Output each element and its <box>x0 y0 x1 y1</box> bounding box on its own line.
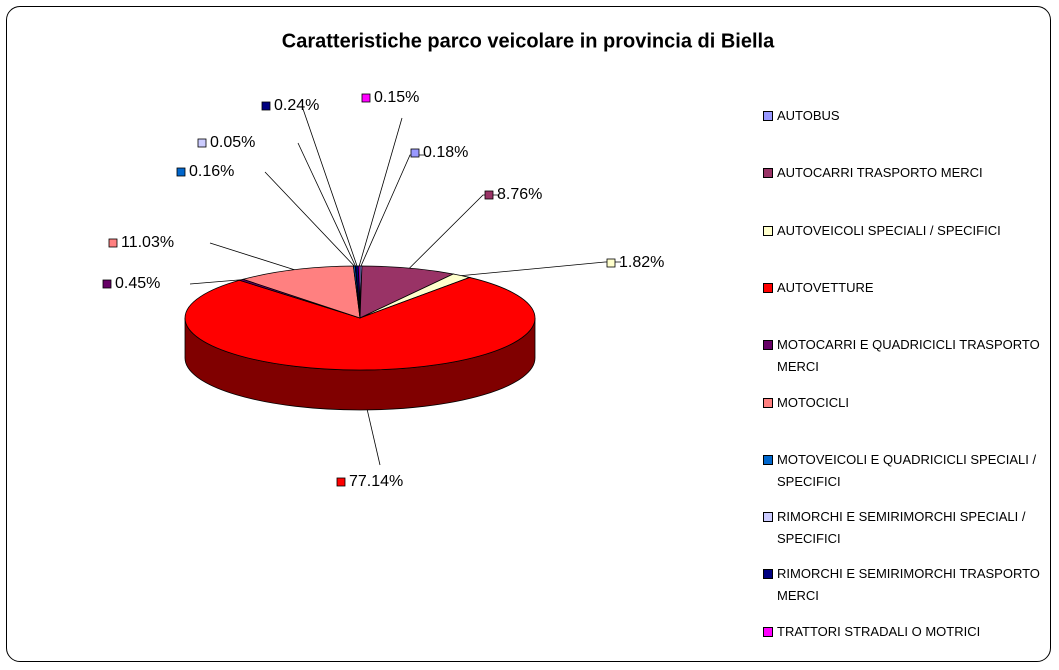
legend-label: MOTOVEICOLI E QUADRICICLI SPECIALI / SPE… <box>777 451 1037 489</box>
data-label: 8.76% <box>497 186 542 203</box>
label-swatch <box>361 93 371 103</box>
leader-line <box>358 117 403 267</box>
legend-item: AUTOVETTURE <box>763 278 1059 299</box>
label-swatch <box>484 190 494 200</box>
legend-item: RIMORCHI E SEMIRIMORCHI SPECIALI / SPECI… <box>763 507 1059 550</box>
label-swatch <box>261 101 271 111</box>
data-label: 77.14% <box>349 473 403 490</box>
chart-title: Caratteristiche parco veicolare in provi… <box>282 30 775 52</box>
legend-swatch <box>763 454 773 465</box>
pie-slice <box>184 277 536 371</box>
legend-label: MOTOCARRI E QUADRICICLI TRASPORTO MERCI <box>777 337 1040 375</box>
data-label: 0.45% <box>115 275 160 292</box>
legend-item: TRATTORI STRADALI O MOTRICI <box>763 622 1059 643</box>
label-swatch <box>108 238 118 248</box>
label-swatch <box>336 477 346 487</box>
label-swatch <box>102 279 112 289</box>
legend-swatch <box>763 225 773 236</box>
leader-line <box>189 279 242 285</box>
leader-line <box>297 142 356 267</box>
label-swatch <box>606 258 616 268</box>
legend-label: RIMORCHI E SEMIRIMORCHI SPECIALI / SPECI… <box>777 509 1026 547</box>
pie-slice <box>241 265 361 319</box>
data-label: 0.24% <box>274 97 319 114</box>
label-swatch <box>410 148 420 158</box>
leader-line <box>409 194 499 269</box>
data-label: 0.16% <box>189 163 234 180</box>
leader-line <box>264 171 355 267</box>
label-swatch <box>176 167 186 177</box>
chart-frame <box>6 6 1051 662</box>
data-label: 0.18% <box>423 144 468 161</box>
leader-line <box>209 242 295 271</box>
leader-line <box>366 409 381 466</box>
pie-slice <box>359 265 455 319</box>
legend-label: AUTOBUS <box>777 108 840 123</box>
legend-item: AUTOVEICOLI SPECIALI / SPECIFICI <box>763 221 1059 242</box>
leader-line <box>461 261 621 277</box>
legend-swatch <box>763 111 773 121</box>
legend-swatch <box>763 340 773 351</box>
legend-item: RIMORCHI E SEMIRIMORCHI TRASPORTO MERCI <box>763 564 1059 607</box>
legend-label: AUTOCARRI TRASPORTO MERCI <box>777 165 983 181</box>
legend-label: RIMORCHI E SEMIRIMORCHI TRASPORTO MERCI <box>777 566 1040 604</box>
legend-label: TRATTORI STRADALI O MOTRICI <box>777 623 981 639</box>
legend-swatch <box>763 168 773 179</box>
data-label: 11.03% <box>121 234 174 251</box>
legend-swatch <box>763 626 773 637</box>
legend-swatch <box>763 512 773 523</box>
legend-label: AUTOVEICOLI SPECIALI / SPECIFICI <box>777 222 1001 238</box>
legend-swatch <box>763 282 773 293</box>
label-swatch <box>197 138 207 148</box>
legend-swatch <box>763 397 773 408</box>
data-label: 0.05% <box>210 134 255 151</box>
data-label: 0.15% <box>374 89 419 106</box>
legend-item: AUTOBUS <box>763 106 1059 127</box>
legend-item: AUTOCARRI TRASPORTO MERCI <box>763 163 1059 184</box>
legend-swatch <box>763 569 773 580</box>
legend-item: MOTOCARRI E QUADRICICLI TRASPORTO MERCI <box>763 335 1059 378</box>
leader-line <box>301 105 358 267</box>
legend-label: MOTOCICLI <box>777 394 849 410</box>
legend-label: AUTOVETTURE <box>777 279 874 295</box>
data-label: 1.82% <box>619 254 664 271</box>
legend-item: MOTOVEICOLI E QUADRICICLI SPECIALI / SPE… <box>763 450 1059 493</box>
leader-line <box>360 154 425 267</box>
legend-item: MOTOCICLI <box>763 393 1059 414</box>
